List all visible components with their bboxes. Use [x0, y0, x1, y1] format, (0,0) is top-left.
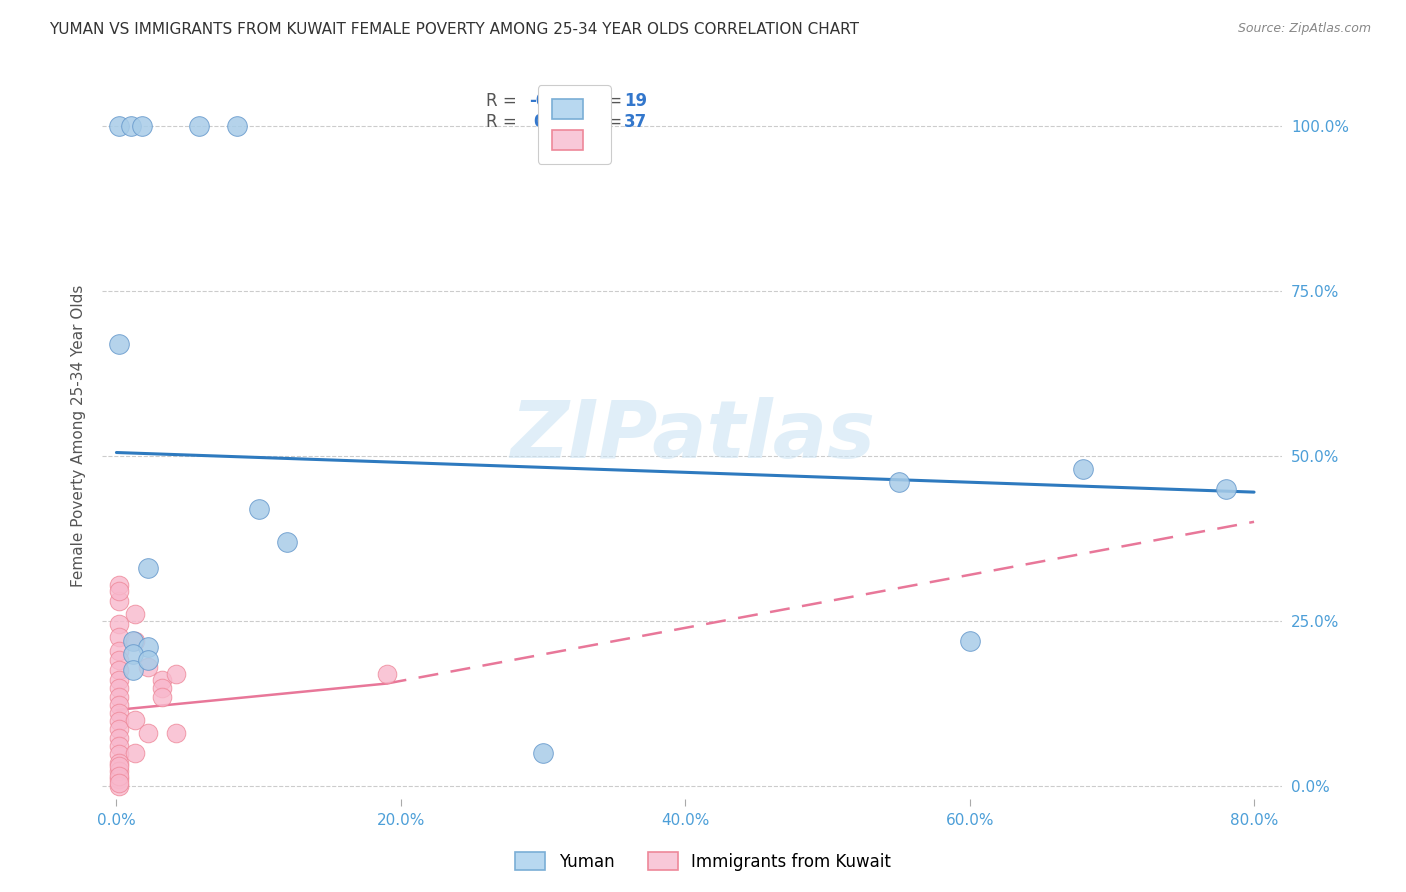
Point	[108, 779, 131, 793]
Point	[108, 119, 131, 133]
Point	[1073, 462, 1095, 476]
Text: R =: R =	[486, 113, 522, 131]
Point	[124, 633, 146, 648]
Point	[1215, 482, 1237, 496]
Text: R =: R =	[486, 92, 522, 110]
Point	[959, 633, 981, 648]
Point	[108, 664, 131, 678]
Point	[136, 640, 159, 655]
Point	[122, 647, 145, 661]
Point	[108, 739, 131, 754]
Text: 0.095: 0.095	[533, 113, 585, 131]
Point	[122, 664, 145, 678]
Point	[108, 769, 131, 783]
Point	[108, 759, 131, 773]
Point	[108, 594, 131, 608]
Point	[165, 666, 187, 681]
Point	[124, 746, 146, 760]
Point	[187, 119, 209, 133]
Y-axis label: Female Poverty Among 25-34 Year Olds: Female Poverty Among 25-34 Year Olds	[72, 285, 86, 587]
Text: 19: 19	[624, 92, 647, 110]
Point	[108, 690, 131, 704]
Text: N =: N =	[581, 92, 627, 110]
Point	[108, 584, 131, 599]
Point	[108, 706, 131, 721]
Text: 37: 37	[624, 113, 647, 131]
Text: ZIPatlas: ZIPatlas	[510, 397, 875, 475]
Text: -0.038: -0.038	[530, 92, 589, 110]
Point	[375, 666, 398, 681]
Point	[108, 577, 131, 591]
Legend: Yuman, Immigrants from Kuwait: Yuman, Immigrants from Kuwait	[508, 844, 898, 880]
Point	[124, 607, 146, 622]
Point	[165, 726, 187, 740]
Point	[108, 631, 131, 645]
Point	[150, 681, 173, 695]
Point	[108, 653, 131, 667]
Point	[108, 714, 131, 728]
Point	[124, 713, 146, 727]
Point	[108, 336, 131, 351]
Point	[108, 756, 131, 770]
Point	[531, 746, 554, 760]
Point	[108, 747, 131, 761]
Point	[122, 633, 145, 648]
Point	[108, 764, 131, 779]
Point	[108, 722, 131, 736]
Point	[108, 775, 131, 789]
Point	[136, 660, 159, 674]
Text: YUMAN VS IMMIGRANTS FROM KUWAIT FEMALE POVERTY AMONG 25-34 YEAR OLDS CORRELATION: YUMAN VS IMMIGRANTS FROM KUWAIT FEMALE P…	[49, 22, 859, 37]
Point	[108, 772, 131, 787]
Point	[276, 534, 298, 549]
Text: N =: N =	[581, 113, 627, 131]
Point	[131, 119, 153, 133]
Point	[136, 726, 159, 740]
Point	[108, 673, 131, 688]
Point	[108, 731, 131, 745]
Point	[226, 119, 249, 133]
Point	[150, 690, 173, 704]
Point	[247, 501, 270, 516]
Point	[108, 681, 131, 695]
Point	[887, 475, 910, 490]
Point	[108, 643, 131, 657]
Legend: , : ,	[538, 86, 610, 163]
Point	[150, 673, 173, 688]
Point	[108, 698, 131, 713]
Point	[136, 653, 159, 667]
Point	[136, 561, 159, 575]
Text: Source: ZipAtlas.com: Source: ZipAtlas.com	[1237, 22, 1371, 36]
Point	[120, 119, 142, 133]
Point	[108, 617, 131, 632]
